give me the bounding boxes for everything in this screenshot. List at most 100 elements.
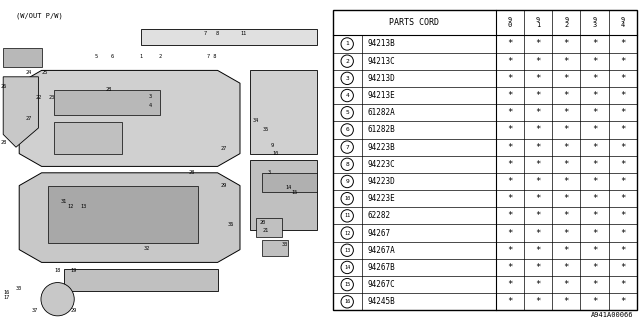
Text: *: *	[592, 57, 597, 66]
Polygon shape	[256, 218, 282, 237]
Text: 37: 37	[32, 308, 38, 313]
Polygon shape	[54, 122, 122, 154]
Text: 29: 29	[70, 308, 77, 313]
Text: 11: 11	[344, 213, 350, 218]
Text: *: *	[592, 212, 597, 220]
Text: 3: 3	[149, 93, 152, 99]
Circle shape	[41, 283, 74, 316]
Polygon shape	[54, 90, 160, 115]
Text: 9: 9	[271, 143, 273, 148]
Text: 94267B: 94267B	[368, 263, 396, 272]
Text: 10: 10	[272, 151, 278, 156]
Polygon shape	[3, 48, 42, 67]
Text: *: *	[536, 212, 541, 220]
Text: *: *	[536, 194, 541, 203]
Text: 34: 34	[253, 117, 259, 123]
Text: 35: 35	[262, 127, 269, 132]
Text: *: *	[592, 160, 597, 169]
Text: 62282: 62282	[368, 212, 391, 220]
Text: 28: 28	[0, 140, 6, 145]
Text: 4: 4	[346, 93, 349, 98]
Polygon shape	[141, 29, 317, 45]
Text: *: *	[536, 108, 541, 117]
Text: *: *	[564, 297, 569, 306]
Text: 36: 36	[227, 221, 234, 227]
Text: *: *	[620, 177, 625, 186]
Text: *: *	[536, 297, 541, 306]
Text: 2: 2	[564, 22, 568, 28]
Text: *: *	[592, 228, 597, 237]
Text: *: *	[592, 280, 597, 289]
Text: 94267: 94267	[368, 228, 391, 237]
Text: 6: 6	[111, 53, 113, 59]
Text: *: *	[592, 91, 597, 100]
Text: 94213C: 94213C	[368, 57, 396, 66]
Text: *: *	[536, 91, 541, 100]
Text: *: *	[508, 125, 513, 134]
Polygon shape	[48, 186, 198, 243]
Text: *: *	[536, 263, 541, 272]
Text: 6: 6	[346, 127, 349, 132]
Text: 17: 17	[3, 295, 10, 300]
Text: *: *	[620, 246, 625, 255]
Text: *: *	[620, 160, 625, 169]
Text: 19: 19	[70, 268, 77, 273]
Text: *: *	[536, 280, 541, 289]
Text: 12: 12	[344, 230, 350, 236]
Text: 8: 8	[216, 31, 219, 36]
Text: *: *	[620, 280, 625, 289]
Text: *: *	[508, 263, 513, 272]
Text: 9: 9	[346, 179, 349, 184]
Text: *: *	[508, 177, 513, 186]
Text: 28: 28	[189, 170, 195, 175]
Text: *: *	[592, 125, 597, 134]
Text: *: *	[592, 39, 597, 48]
Text: *: *	[620, 125, 625, 134]
Text: *: *	[564, 194, 569, 203]
Text: *: *	[564, 108, 569, 117]
Text: 15: 15	[344, 282, 350, 287]
Text: *: *	[508, 297, 513, 306]
Text: *: *	[508, 91, 513, 100]
Text: 27: 27	[221, 146, 227, 151]
Text: 9: 9	[593, 17, 596, 23]
Text: *: *	[620, 74, 625, 83]
Text: *: *	[536, 125, 541, 134]
Text: *: *	[508, 143, 513, 152]
Text: 7 8: 7 8	[207, 53, 216, 59]
Text: *: *	[508, 228, 513, 237]
Text: *: *	[536, 39, 541, 48]
Text: *: *	[620, 297, 625, 306]
Text: 1: 1	[536, 22, 540, 28]
Text: 29: 29	[221, 183, 227, 188]
Text: 30: 30	[16, 285, 22, 291]
Text: *: *	[592, 143, 597, 152]
Text: *: *	[620, 212, 625, 220]
Text: *: *	[564, 177, 569, 186]
Text: *: *	[564, 280, 569, 289]
Text: *: *	[508, 160, 513, 169]
Polygon shape	[19, 70, 240, 166]
Text: 14: 14	[285, 185, 291, 190]
Text: 10: 10	[344, 196, 350, 201]
Text: 11: 11	[240, 31, 246, 36]
Text: 1: 1	[140, 53, 142, 59]
Text: 16: 16	[344, 299, 350, 304]
Text: 25: 25	[42, 69, 48, 75]
Text: *: *	[536, 228, 541, 237]
Text: 94213B: 94213B	[368, 39, 396, 48]
Text: 94213D: 94213D	[368, 74, 396, 83]
Text: *: *	[620, 263, 625, 272]
Text: 0: 0	[508, 22, 512, 28]
Text: *: *	[620, 194, 625, 203]
Text: *: *	[620, 143, 625, 152]
Text: 13: 13	[344, 248, 350, 253]
Text: *: *	[592, 246, 597, 255]
Polygon shape	[19, 173, 240, 262]
Text: *: *	[564, 143, 569, 152]
Text: 5: 5	[95, 53, 97, 59]
Text: 3: 3	[268, 170, 270, 175]
Text: 1: 1	[346, 42, 349, 46]
Text: *: *	[592, 108, 597, 117]
Text: 26: 26	[0, 84, 6, 89]
